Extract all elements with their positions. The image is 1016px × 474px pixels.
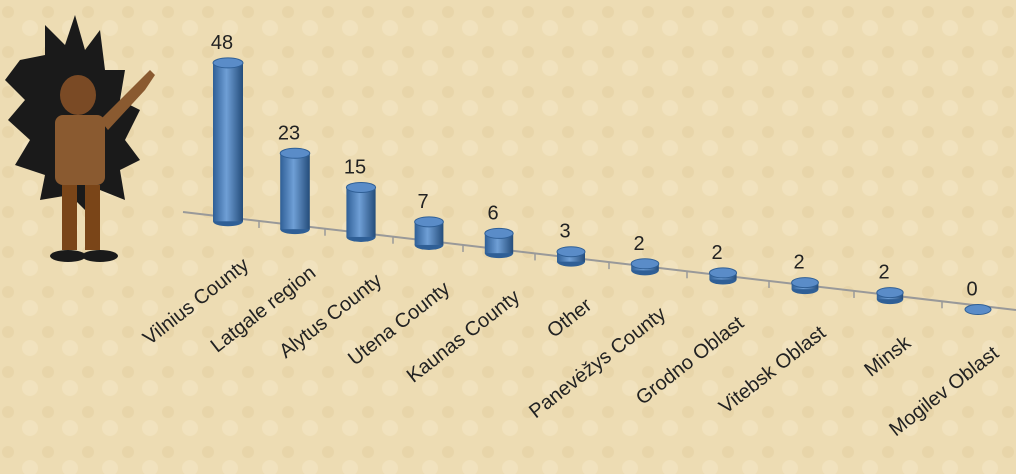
data-label: 2 — [793, 252, 804, 274]
bar-top — [279, 147, 311, 159]
data-label: 15 — [344, 156, 366, 178]
bar-top — [212, 57, 244, 69]
data-label: 23 — [278, 122, 300, 144]
data-label: 6 — [487, 202, 498, 224]
bar-top — [484, 227, 514, 239]
bar-top — [876, 287, 904, 299]
bar-top — [414, 216, 444, 228]
bar-top — [708, 267, 738, 279]
data-label: 2 — [878, 262, 889, 284]
data-label: 3 — [559, 221, 570, 243]
hedgehog-illustration — [5, 15, 155, 262]
bar — [414, 221, 444, 245]
data-label: 2 — [633, 233, 644, 255]
data-label: 48 — [211, 32, 233, 54]
data-label: 2 — [711, 242, 722, 264]
bar-top — [630, 258, 660, 270]
bar — [346, 187, 376, 237]
data-label: 0 — [966, 279, 977, 301]
bar-top — [345, 181, 377, 193]
data-label: 7 — [417, 191, 428, 213]
bar-top — [791, 277, 819, 289]
bar — [484, 233, 514, 254]
bar — [213, 62, 243, 222]
bar-top — [556, 246, 586, 258]
bar — [280, 153, 310, 230]
bar-top — [964, 304, 992, 316]
